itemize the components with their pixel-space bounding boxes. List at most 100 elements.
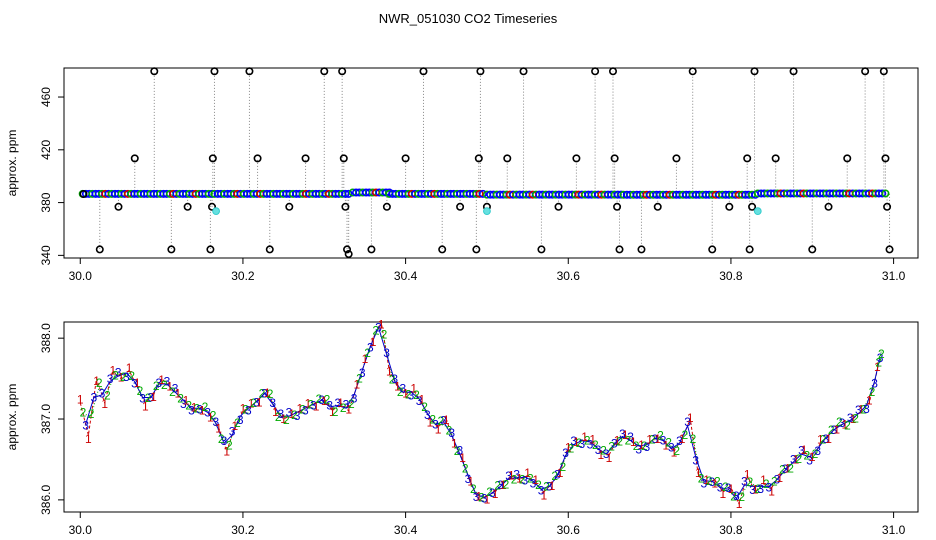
series-point-label: 2 — [836, 415, 843, 429]
series-point-label: 3 — [400, 381, 407, 395]
series-point-label: 1 — [597, 448, 604, 462]
series-point-label: 1 — [378, 317, 385, 331]
series-point-label: 2 — [104, 389, 111, 403]
series-point-label: 2 — [690, 432, 697, 446]
series-point-label: 2 — [747, 475, 754, 489]
series-point-label: 3 — [578, 437, 585, 451]
outlier-point — [338, 67, 347, 76]
series-point-label: 3 — [749, 483, 756, 497]
series-point-label: 2 — [592, 438, 599, 452]
outlier-point — [320, 67, 329, 76]
series-point-label: 1 — [654, 432, 661, 446]
outlier-point — [750, 67, 759, 76]
series-point-label: 1 — [638, 438, 645, 452]
outlier-point — [672, 154, 681, 163]
series-point-label: 3 — [806, 453, 813, 467]
series-point-label: 1 — [93, 374, 100, 388]
outlier-point — [438, 245, 447, 254]
series-point-label: 1 — [565, 440, 572, 454]
series-point-label: 2 — [795, 452, 802, 466]
series-point-label: 1 — [288, 407, 295, 421]
outlier-point — [210, 67, 219, 76]
series-point-label: 2 — [446, 424, 453, 438]
outlier-point — [748, 202, 757, 211]
series-point-label: 1 — [874, 360, 881, 374]
series-point-label: 2 — [438, 414, 445, 428]
series-point-label: 2 — [820, 432, 827, 446]
series-point-label: 3 — [652, 432, 659, 446]
series-point-label: 2 — [226, 439, 233, 453]
series-point-label: 3 — [635, 443, 642, 457]
series-line-3 — [85, 325, 881, 500]
outlier-point — [206, 245, 215, 254]
outlier-point — [879, 67, 888, 76]
series-point-label: 2 — [698, 471, 705, 485]
outlier-point — [183, 202, 192, 211]
plot-frame — [63, 321, 919, 513]
series-point-label: 2 — [153, 379, 160, 393]
top-plot-area — [78, 67, 894, 259]
x-tick-label: 30.0 — [69, 269, 93, 283]
series-point-label: 3 — [587, 437, 594, 451]
series-point-label: 3 — [877, 351, 884, 365]
outlier-point — [367, 245, 376, 254]
series-point-label: 1 — [833, 423, 840, 437]
outlier-point — [208, 202, 217, 211]
series-point-label: 3 — [733, 489, 740, 503]
outlier-point — [861, 67, 870, 76]
series-point-label: 2 — [112, 369, 119, 383]
series-point-label: 3 — [538, 483, 545, 497]
outlier-point — [824, 202, 833, 211]
series-point-label: 2 — [177, 392, 184, 406]
series-point-label: 1 — [183, 393, 190, 407]
series-point-label: 2 — [875, 356, 882, 370]
series-point-label: 3 — [465, 472, 472, 486]
baseline-point — [475, 189, 484, 198]
series-point-label: 1 — [394, 380, 401, 394]
series-point-label: 3 — [448, 426, 455, 440]
series-point-label: 2 — [730, 490, 737, 504]
series-point-label: 1 — [175, 387, 182, 401]
outlier-point — [79, 190, 88, 199]
series-point-label: 3 — [318, 393, 325, 407]
series-point-label: 1 — [516, 471, 523, 485]
series-point-label: 1 — [353, 377, 360, 391]
series-point-label: 2 — [714, 474, 721, 488]
series-point-label: 2 — [600, 443, 607, 457]
series-point-label: 2 — [169, 385, 176, 399]
outlier-point — [613, 202, 622, 211]
series-point-label: 3 — [530, 476, 537, 490]
outlier-point — [743, 154, 752, 163]
series-point-label: 3 — [822, 432, 829, 446]
series-point-label: 3 — [831, 423, 838, 437]
outlier-point — [150, 67, 159, 76]
series-point-label: 2 — [128, 369, 135, 383]
series-point-label: 3 — [99, 387, 106, 401]
outlier-point — [285, 202, 294, 211]
outlier-point — [167, 245, 176, 254]
x-tick-label: 30.6 — [557, 523, 581, 537]
series-point-label: 1 — [435, 423, 442, 437]
series-point-label: 1 — [142, 399, 149, 413]
series-point-label: 2 — [673, 444, 680, 458]
series-point-label: 3 — [139, 392, 146, 406]
y-axis-label: approx. ppm — [5, 130, 19, 197]
series-point-label: 2 — [494, 478, 501, 492]
series-point-label: 2 — [405, 388, 412, 402]
outlier-point — [474, 154, 483, 163]
cyan-point — [753, 207, 762, 216]
x-tick-label: 30.8 — [719, 269, 743, 283]
series-point-label: 1 — [614, 433, 621, 447]
series-point-label: 3 — [375, 320, 382, 334]
series-point-label: 2 — [291, 408, 298, 422]
series-point-label: 2 — [120, 370, 127, 384]
baseline-point — [878, 189, 887, 198]
series-point-label: 3 — [627, 430, 634, 444]
series-point-label: 2 — [397, 385, 404, 399]
series-point-label: 2 — [535, 478, 542, 492]
series-point-label: 1 — [719, 487, 726, 501]
series-point-label: 1 — [370, 335, 377, 349]
baseline-point — [478, 189, 487, 198]
series-point-label: 2 — [88, 407, 95, 421]
series-point-label: 3 — [424, 408, 431, 422]
